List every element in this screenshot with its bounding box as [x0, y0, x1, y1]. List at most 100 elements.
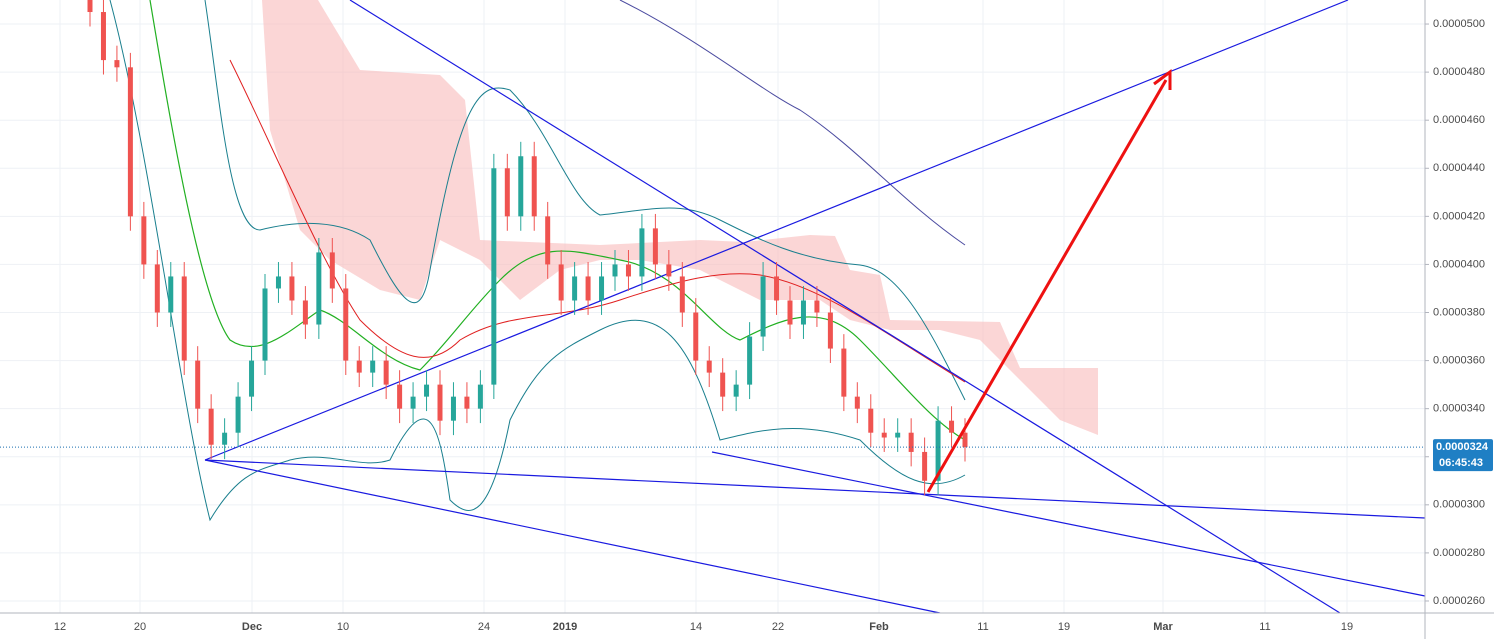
candle-body — [450, 396, 456, 421]
y-tick-label: 0.0000500 — [1433, 18, 1485, 30]
candle-body — [652, 228, 658, 265]
candle-body — [585, 276, 591, 301]
candle-body — [841, 348, 847, 397]
candle-body — [962, 432, 968, 448]
x-tick-label: Dec — [242, 621, 262, 633]
y-tick-label: 0.0000300 — [1433, 499, 1485, 511]
candle-body — [370, 360, 376, 373]
candle-body — [87, 0, 93, 13]
candle-body — [235, 396, 241, 433]
countdown-label: 06:45:43 — [1439, 457, 1483, 469]
candle-body — [679, 276, 685, 313]
last-price-box — [1433, 439, 1493, 472]
candle-body — [922, 451, 928, 481]
candle-body — [666, 264, 672, 277]
candle-body — [356, 360, 362, 373]
candle-body — [397, 384, 403, 409]
candle-body — [275, 276, 281, 289]
candle-body — [302, 300, 308, 325]
candle-body — [572, 276, 578, 301]
candle-body — [531, 156, 537, 217]
candle-body — [612, 264, 618, 277]
bollinger-upper — [204, 0, 966, 401]
x-tick-label: 2019 — [553, 621, 577, 633]
x-tick-label: 11 — [1259, 621, 1270, 633]
y-tick-label: 0.0000280 — [1433, 547, 1485, 559]
candle-body — [491, 168, 497, 385]
candle-body — [127, 67, 133, 217]
y-tick-label: 0.0000400 — [1433, 258, 1485, 270]
candle-body — [854, 396, 860, 409]
candle-body — [599, 276, 605, 301]
bollinger-lower — [109, 0, 966, 522]
last-price-label: 0.0000324 — [1436, 441, 1489, 453]
candle-body — [383, 360, 389, 385]
candle-body — [504, 168, 510, 217]
candle-body — [774, 276, 780, 301]
candle-body — [410, 396, 416, 409]
moving-average-slow — [229, 59, 966, 383]
trend-lines — [204, 0, 1426, 614]
candle-body — [558, 264, 564, 301]
candle-body — [114, 60, 120, 68]
candle-body — [437, 384, 443, 421]
candle-body — [424, 384, 430, 397]
candle-body — [949, 420, 955, 433]
y-tick-label: 0.0000460 — [1433, 114, 1485, 126]
candle-body — [222, 432, 228, 445]
grid — [0, 0, 1425, 613]
candle-body — [760, 276, 766, 337]
candle-body — [289, 276, 295, 301]
arrow-shaft — [926, 79, 1168, 493]
x-tick-label: 12 — [54, 621, 66, 633]
candle-body — [249, 360, 255, 397]
price-axis — [1425, 0, 1494, 639]
time-axis — [0, 613, 1494, 639]
candle-body — [343, 288, 349, 361]
x-tick-label: 19 — [1058, 621, 1070, 633]
y-tick-label: 0.0000360 — [1433, 354, 1485, 366]
candle-body — [464, 396, 470, 409]
candle-body — [693, 312, 699, 361]
candle-body — [141, 216, 147, 265]
candle-body — [706, 360, 712, 373]
trend-line — [711, 451, 1426, 597]
candle-body — [477, 384, 483, 409]
candle-body — [881, 432, 887, 438]
x-tick-label: 11 — [977, 621, 988, 633]
candle-body — [800, 300, 806, 325]
moving-average-long — [619, 0, 966, 246]
candle-body — [262, 288, 268, 361]
x-tick-label: 14 — [690, 621, 702, 633]
y-tick-label: 0.0000480 — [1433, 66, 1485, 78]
candle-body — [181, 276, 187, 361]
x-tick-label: 22 — [772, 621, 784, 633]
moving-average — [149, 0, 966, 441]
candle-body — [747, 336, 753, 385]
candle-body — [908, 432, 914, 452]
candle-body — [720, 372, 726, 397]
candle-body — [195, 360, 201, 409]
candle-body — [208, 408, 214, 445]
candle-body — [316, 252, 322, 325]
candle-body — [154, 264, 160, 313]
x-tick-label: 24 — [478, 621, 490, 633]
x-tick-label: Mar — [1153, 621, 1173, 633]
candle-body — [625, 264, 631, 277]
candle-body — [827, 312, 833, 349]
candle-body — [895, 432, 901, 438]
ichimoku-cloud — [262, 0, 1098, 435]
y-tick-label: 0.0000260 — [1433, 595, 1485, 607]
y-tick-label: 0.0000440 — [1433, 162, 1485, 174]
candle-body — [518, 156, 524, 217]
arrow-head — [1153, 69, 1172, 90]
y-tick-label: 0.0000380 — [1433, 306, 1485, 318]
y-tick-label: 0.0000340 — [1433, 403, 1485, 415]
candle-body — [329, 252, 335, 289]
forecast-arrow — [926, 69, 1172, 493]
candle-body — [868, 408, 874, 433]
x-tick-label: 10 — [337, 621, 349, 633]
